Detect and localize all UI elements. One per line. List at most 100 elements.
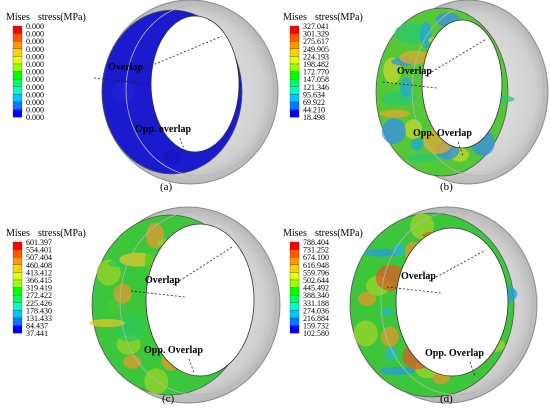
legend-swatch [289,79,300,87]
legend-tick-label: 172.770 [303,68,329,77]
legend-swatch [12,295,23,303]
legend-swatch [12,317,23,326]
legend-swatch [289,86,300,95]
legend-tick-label: 0.000 [26,37,44,46]
opp-overlap-guide-line [179,137,186,153]
panel-caption: (d) [440,393,453,405]
legend-tick-label: 147.058 [303,75,329,84]
overlap-label: Overlap [145,275,180,286]
overlap-seam-line [93,77,149,85]
legend-swatch [12,264,23,273]
legend-title-mises: Mises [6,228,30,239]
legend-tick-label: 331.188 [303,299,329,308]
legend-tick-label: 788.404 [303,238,329,247]
legend-tick-label: 178.430 [26,306,52,315]
legend-swatch [12,109,23,118]
legend-swatch [12,302,23,311]
legend-swatch [12,56,23,65]
legend-tick-label: 0.000 [26,113,44,122]
legend-swatch [12,79,23,87]
legend-swatch [12,287,23,296]
legend-tick-label: 674.100 [303,253,329,262]
overlap-label: Overlap [397,66,432,77]
panel-caption: (b) [440,181,453,193]
legend-tick-label: 0.000 [26,22,44,31]
legend-tick-label: 0.000 [26,98,44,107]
legend-tick-label: 0.000 [26,106,44,115]
legend-tick-label: 0.000 [26,45,44,54]
legend-tick-label: 44.210 [303,106,325,115]
legend-tick-label: 69.922 [303,98,325,107]
legend-tick-label: 0.000 [26,68,44,77]
opp-overlap-label: Opp. Overlap [413,128,472,139]
legend-swatch [289,48,300,57]
legend-tick-label: 327.041 [303,22,329,31]
legend-swatch [289,101,300,110]
legend-tick-label: 731.252 [303,246,329,255]
legend-swatch [12,41,23,49]
legend-tick-label: 366.415 [26,276,52,285]
legend-tick-label: 272.422 [26,291,52,300]
legend-swatch [289,109,300,118]
legend-tick-label: 559.796 [303,268,329,277]
legend-tick-label: 601.397 [26,238,52,247]
legend-tick-label: 0.000 [26,75,44,84]
legend-tick-label: 554.401 [26,246,52,255]
legend-tick-label: 225.426 [26,299,52,308]
legend-title-unit: stress(MPa) [315,12,363,23]
legend-swatch [289,302,300,311]
legend-swatch [12,279,23,288]
panel-b: Overlap Opp. Overlap Mises stress(MPa)327.0… [283,0,549,193]
legend-swatch [12,325,23,334]
pipe-bore [395,227,509,377]
legend-title-unit: stress(MPa) [315,228,363,239]
opp-overlap-guide-line [457,141,464,157]
legend-swatch [12,48,23,57]
legend-swatch [12,71,23,80]
legend-tick-label: 274.036 [303,306,329,315]
panel-d: Overlap Opp. Overlap Mises stress(MPa)788.4… [283,206,538,405]
legend-swatch [289,241,300,250]
legend-swatch [12,101,23,110]
legend-swatch [289,264,300,273]
legend-swatch [12,249,23,258]
panel-caption: (a) [160,181,173,193]
legend-tick-label: 301.329 [303,30,329,39]
legend-tick-label: 0.000 [26,52,44,61]
legend-tick-label: 0.000 [26,90,44,99]
legend-tick-label: 460.408 [26,261,52,270]
stress-legend: Mises stress(MPa)0.0000.0000.0000.0000.00… [6,12,86,122]
stress-legend: Mises stress(MPa)327.041301.329275.617249… [283,12,363,122]
legend-tick-label: 95.634 [303,90,325,99]
legend-tick-label: 121.346 [303,83,329,92]
legend-tick-label: 249.905 [303,45,329,54]
legend-title-mises: Mises [283,228,307,239]
overlap-guide-line [135,36,222,73]
legend-tick-label: 198.482 [303,60,329,69]
panel-caption: (c) [162,393,175,405]
overlap-guide-line [428,249,486,282]
legend-tick-label: 275.617 [303,37,329,46]
legend-swatch [12,272,23,281]
legend-swatch [289,279,300,288]
legend-swatch [289,249,300,258]
legend-swatch [289,310,300,319]
legend-tick-label: 131.433 [26,314,52,323]
overlap-seam-line [386,286,442,294]
opp-overlap-label: Opp. Overlap [144,345,203,356]
legend-swatch [289,295,300,303]
legend-tick-label: 216.884 [303,314,329,323]
legend-title-mises: Mises [6,12,30,23]
legend-tick-label: 0.000 [26,60,44,69]
legend-tick-label: 18.498 [303,113,325,122]
legend-swatch [289,94,300,103]
legend-title-unit: stress(MPa) [38,12,86,23]
legend-tick-label: 413.412 [26,268,52,277]
legend-tick-label: 159.732 [303,322,329,331]
legend-tick-label: 84.437 [26,322,48,331]
legend-title-unit: stress(MPa) [38,228,86,239]
opp-overlap-label: Opp. overlap [135,124,192,135]
overlap-label: Overlap [108,62,143,73]
legend-tick-label: 616.948 [303,261,329,270]
